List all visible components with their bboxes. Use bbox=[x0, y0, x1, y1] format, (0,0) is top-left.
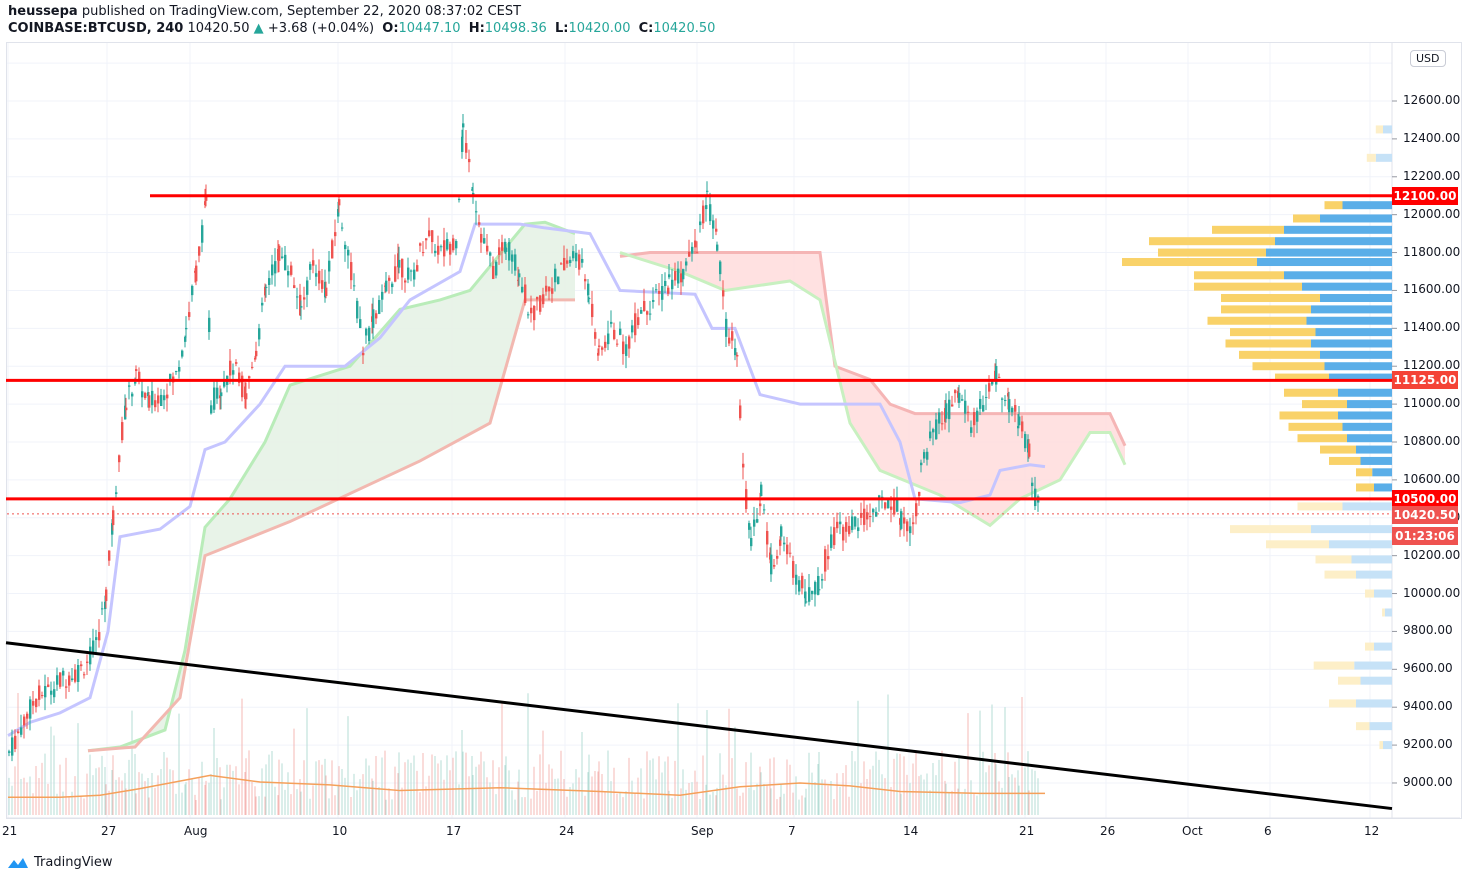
price-tick: 10600.00 bbox=[1403, 471, 1461, 486]
trend-line[interactable] bbox=[5, 641, 1393, 811]
low-value: 10420.00 bbox=[568, 21, 631, 36]
price-tick: 12600.00 bbox=[1403, 93, 1461, 107]
price-tick: 9200.00 bbox=[1403, 737, 1453, 752]
volume-profile bbox=[1122, 125, 1392, 750]
price-tick: 11200.00 bbox=[1403, 358, 1461, 373]
candlesticks bbox=[8, 114, 1040, 762]
price-tick: 9600.00 bbox=[1403, 661, 1453, 676]
close-label: C: bbox=[638, 21, 654, 36]
price-tick: 11400.00 bbox=[1403, 320, 1461, 335]
open-label: O: bbox=[382, 21, 399, 36]
kijun-line bbox=[7, 222, 1046, 737]
time-tick: 17 bbox=[446, 824, 462, 838]
time-tick: 14 bbox=[903, 824, 919, 838]
price-tick: 11800.00 bbox=[1403, 244, 1461, 259]
currency-button[interactable]: USD bbox=[1410, 50, 1446, 67]
price-change: +3.68 (+0.04%) bbox=[267, 21, 375, 36]
price-tick: 9000.00 bbox=[1403, 774, 1453, 789]
open-value: 10447.10 bbox=[398, 21, 461, 36]
tradingview-cloud-icon bbox=[8, 857, 28, 868]
bar-countdown-tag: 01:23:06 bbox=[1392, 526, 1458, 545]
price-tick: 11000.00 bbox=[1403, 396, 1461, 411]
volume-bars bbox=[8, 693, 1045, 815]
time-tick: 12 bbox=[1364, 824, 1380, 838]
author-name[interactable]: heussepa bbox=[8, 4, 78, 19]
level-price-tag: 10500.00 bbox=[1392, 489, 1458, 508]
level-price-tag: 11125.00 bbox=[1392, 371, 1458, 390]
time-tick: 21 bbox=[2, 824, 18, 838]
publish-info: heussepa published on TradingView.com, S… bbox=[8, 4, 521, 19]
price-tick: 10200.00 bbox=[1403, 547, 1461, 562]
close-value: 10420.50 bbox=[653, 21, 716, 36]
logo-text: TradingView bbox=[34, 855, 113, 870]
time-tick: 7 bbox=[788, 824, 796, 838]
time-tick: 10 bbox=[332, 824, 348, 838]
time-tick: 6 bbox=[1264, 824, 1272, 838]
time-tick: 21 bbox=[1019, 824, 1035, 838]
price-tick: 11600.00 bbox=[1403, 282, 1461, 297]
current-price-tag: 10420.50 bbox=[1392, 505, 1458, 524]
last-price: 10420.50 bbox=[187, 21, 250, 36]
price-tick: 10800.00 bbox=[1403, 433, 1461, 448]
grid-lines bbox=[7, 43, 1460, 819]
time-tick: 24 bbox=[559, 824, 575, 838]
symbol-name[interactable]: COINBASE:BTCUSD, 240 bbox=[8, 21, 184, 36]
time-tick: 27 bbox=[101, 824, 117, 838]
time-tick: 26 bbox=[1100, 824, 1116, 838]
level-price-tag: 12100.00 bbox=[1392, 186, 1458, 205]
high-value: 10498.36 bbox=[484, 21, 547, 36]
price-tick: 9800.00 bbox=[1403, 623, 1453, 638]
price-tick: 9400.00 bbox=[1403, 699, 1453, 714]
time-tick: Aug bbox=[184, 824, 208, 838]
published-text: published on TradingView.com, September … bbox=[81, 4, 522, 19]
horizontal-levels[interactable] bbox=[6, 194, 1392, 515]
time-tick: Sep bbox=[691, 824, 714, 838]
high-label: H: bbox=[468, 21, 485, 36]
time-tick: Oct bbox=[1182, 824, 1203, 838]
low-label: L: bbox=[554, 21, 569, 36]
tradingview-logo[interactable]: TradingView bbox=[6, 855, 113, 870]
price-tick: 12000.00 bbox=[1403, 206, 1461, 221]
up-arrow-icon: ▲ bbox=[253, 21, 264, 36]
price-tick: 12200.00 bbox=[1403, 168, 1461, 183]
price-tick: 12400.00 bbox=[1403, 130, 1461, 145]
price-tick: 10000.00 bbox=[1403, 585, 1461, 600]
symbol-legend: COINBASE:BTCUSD, 240 10420.50 ▲ +3.68 (+… bbox=[8, 21, 715, 36]
